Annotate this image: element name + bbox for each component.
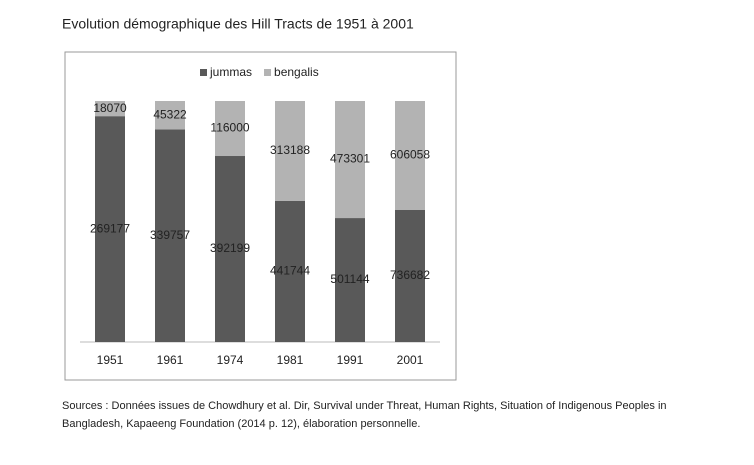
data-label: 313188 bbox=[270, 143, 310, 157]
bar-segment bbox=[395, 209, 425, 342]
x-tick-label: 1981 bbox=[277, 353, 304, 367]
data-label: 18070 bbox=[93, 101, 127, 115]
chart-title: Evolution démographique des Hill Tracts … bbox=[62, 16, 414, 32]
legend-swatch bbox=[200, 69, 207, 76]
bar-segment bbox=[215, 156, 245, 342]
data-label: 473301 bbox=[330, 152, 370, 166]
x-tick-label: 2001 bbox=[397, 353, 424, 367]
x-tick-label: 1974 bbox=[217, 353, 244, 367]
data-label: 736682 bbox=[390, 268, 430, 282]
data-label: 441744 bbox=[270, 264, 310, 278]
chart-frame bbox=[64, 51, 457, 381]
bar-segment bbox=[155, 129, 185, 342]
legend-swatch bbox=[264, 69, 272, 76]
data-label: 339757 bbox=[150, 228, 190, 242]
data-label: 116000 bbox=[210, 121, 249, 135]
bar-segment bbox=[335, 218, 365, 342]
data-label: 45322 bbox=[153, 107, 187, 121]
data-label: 606058 bbox=[390, 148, 430, 162]
source-line: Bangladesh, Kapaeeng Foundation (2014 p.… bbox=[62, 418, 420, 430]
bar-segment bbox=[155, 101, 185, 130]
x-tick-label: 1991 bbox=[337, 353, 364, 367]
bar-segment bbox=[275, 200, 305, 342]
legend-label: jummas bbox=[209, 65, 252, 79]
bar-segment bbox=[215, 101, 245, 157]
data-label: 392199 bbox=[210, 241, 250, 255]
bar-segment bbox=[95, 101, 125, 117]
data-label: 501144 bbox=[330, 272, 369, 286]
bar-segment bbox=[95, 116, 125, 343]
bar-segment bbox=[275, 101, 305, 201]
source-line: Sources : Données issues de Chowdhury et… bbox=[62, 400, 667, 412]
legend-label: bengalis bbox=[274, 65, 319, 79]
bar-segment bbox=[335, 101, 365, 219]
bar-segment bbox=[395, 101, 425, 210]
data-label: 269177 bbox=[90, 221, 130, 235]
x-tick-label: 1961 bbox=[157, 353, 184, 367]
x-tick-label: 1951 bbox=[97, 353, 124, 367]
